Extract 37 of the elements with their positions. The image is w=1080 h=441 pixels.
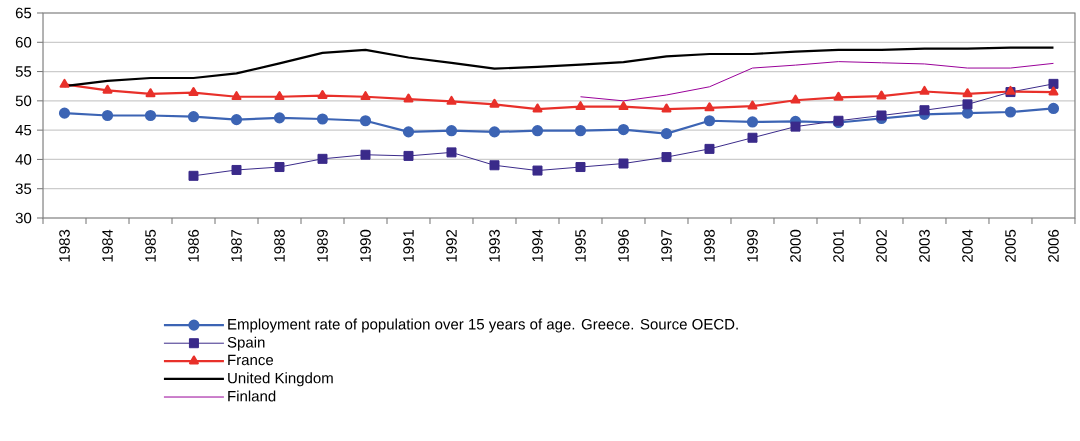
x-tick-label: 2000 xyxy=(790,229,801,262)
x-tick-label: 2003 xyxy=(919,229,930,262)
y-tick-label: 60 xyxy=(15,36,32,48)
x-tick-label: 2006 xyxy=(1048,229,1059,262)
legend-label: Finland xyxy=(228,390,276,402)
y-tick-label: 65 xyxy=(15,7,32,19)
x-tick-label: 1990 xyxy=(360,229,371,262)
legend-label: Spain xyxy=(227,336,265,351)
x-tick-label: 2004 xyxy=(962,229,973,262)
x-tick-label: 2001 xyxy=(833,229,844,262)
x-tick-label: 1998 xyxy=(704,229,715,262)
x-tick-label: 1999 xyxy=(747,229,758,262)
legend-label: Employment rate of population over 15 years of age. Greece. Source OECD. xyxy=(228,318,738,333)
legend-label: United Kingdom xyxy=(228,372,333,387)
x-tick-label: 1987 xyxy=(231,229,242,262)
x-tick-label: 1993 xyxy=(489,229,500,262)
y-tick-label: 40 xyxy=(15,154,32,165)
x-tick-label: 1995 xyxy=(575,229,586,262)
y-tick-label: 45 xyxy=(15,124,32,136)
x-tick-label: 2005 xyxy=(1005,229,1016,262)
x-tick-label: 1988 xyxy=(274,229,285,262)
x-tick-label: 2002 xyxy=(876,229,887,262)
x-tick-label: 1985 xyxy=(145,229,156,262)
x-tick-label: 1983 xyxy=(59,229,70,262)
x-tick-label: 1984 xyxy=(102,229,113,262)
x-tick-label: 1986 xyxy=(188,229,199,262)
x-tick-label: 1989 xyxy=(317,229,328,262)
legend-label: France xyxy=(228,354,274,366)
x-tick-label: 1997 xyxy=(661,229,672,262)
y-tick-label: 35 xyxy=(15,183,32,195)
y-tick-label: 50 xyxy=(15,95,32,107)
x-tick-label: 1996 xyxy=(618,229,629,262)
x-tick-label: 1992 xyxy=(446,229,457,262)
y-tick-label: 55 xyxy=(15,66,32,77)
y-tick-label: 30 xyxy=(15,212,32,224)
x-tick-label: 1994 xyxy=(532,229,543,262)
x-tick-label: 1991 xyxy=(403,229,414,262)
